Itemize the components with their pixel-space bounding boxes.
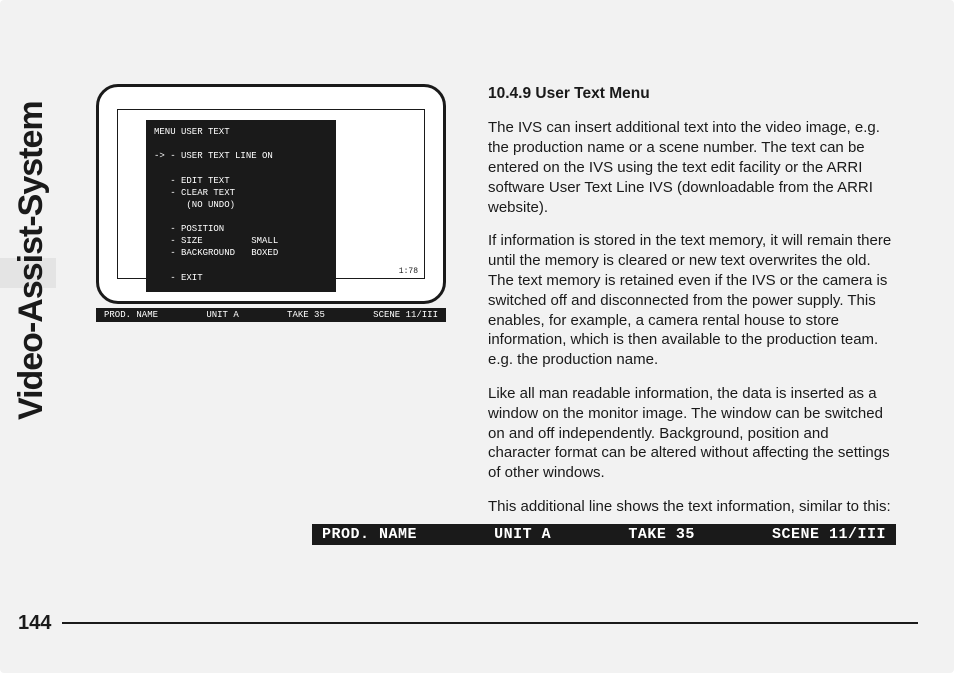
paragraph-3: Like all man readable information, the d… bbox=[488, 384, 894, 483]
monitor-bezel: MENU USER TEXT -> - USER TEXT LINE ON - … bbox=[96, 84, 446, 304]
side-heading: Video-Assist-System bbox=[12, 101, 51, 420]
paragraph-2: If information is stored in the text mem… bbox=[488, 231, 894, 370]
status-unit-large: UNIT A bbox=[494, 526, 551, 543]
menu-title: MENU USER TEXT bbox=[154, 127, 230, 137]
status-prod-large: PROD. NAME bbox=[322, 526, 417, 543]
aspect-ratio-label: 1:78 bbox=[399, 267, 418, 276]
monitor-screen: MENU USER TEXT -> - USER TEXT LINE ON - … bbox=[117, 109, 425, 279]
menu-position: - POSITION bbox=[154, 224, 224, 234]
status-bar-small: PROD. NAME UNIT A TAKE 35 SCENE 11/III bbox=[96, 308, 446, 322]
menu-background: - BACKGROUND BOXED bbox=[154, 248, 278, 258]
page-number: 144 bbox=[18, 612, 51, 635]
monitor-figure: MENU USER TEXT -> - USER TEXT LINE ON - … bbox=[96, 84, 446, 322]
paragraph-4: This additional line shows the text info… bbox=[488, 497, 894, 517]
section-title: 10.4.9 User Text Menu bbox=[488, 84, 894, 104]
footer-rule bbox=[62, 622, 918, 624]
paragraph-1: The IVS can insert additional text into … bbox=[488, 118, 894, 217]
menu-no-undo: (NO UNDO) bbox=[154, 200, 235, 210]
status-take-large: TAKE 35 bbox=[628, 526, 695, 543]
menu-line-on: -> - USER TEXT LINE ON bbox=[154, 151, 273, 161]
menu-clear-text: - CLEAR TEXT bbox=[154, 188, 235, 198]
status-prod-small: PROD. NAME bbox=[104, 310, 158, 320]
status-scene-small: SCENE 11/III bbox=[373, 310, 438, 320]
status-take-small: TAKE 35 bbox=[287, 310, 325, 320]
menu-user-text-box: MENU USER TEXT -> - USER TEXT LINE ON - … bbox=[146, 120, 336, 292]
status-bar-large: PROD. NAME UNIT A TAKE 35 SCENE 11/III bbox=[312, 524, 896, 545]
menu-edit-text: - EDIT TEXT bbox=[154, 176, 230, 186]
menu-size: - SIZE SMALL bbox=[154, 236, 278, 246]
status-scene-large: SCENE 11/III bbox=[772, 526, 886, 543]
body-text-column: 10.4.9 User Text Menu The IVS can insert… bbox=[488, 84, 894, 531]
menu-exit: - EXIT bbox=[154, 273, 203, 283]
status-unit-small: UNIT A bbox=[206, 310, 238, 320]
